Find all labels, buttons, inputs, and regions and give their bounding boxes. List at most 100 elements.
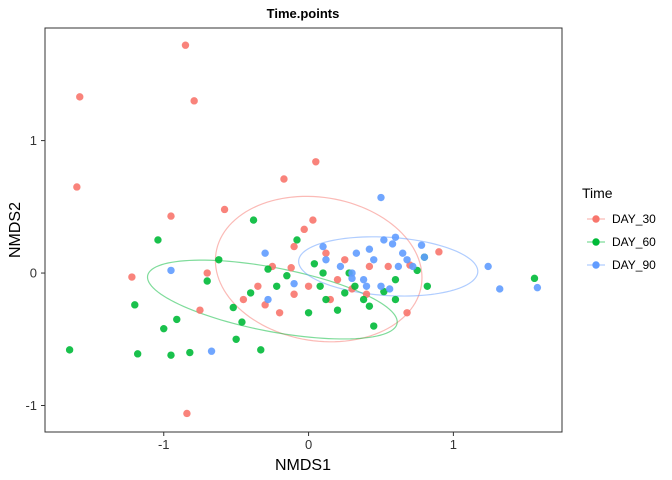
- point-day-60: [167, 351, 175, 359]
- point-day-30: [341, 256, 349, 264]
- legend: Time DAY_30 DAY_60 DAY_90: [582, 185, 656, 272]
- point-day-30: [287, 264, 295, 272]
- ellipse-day-90: [298, 236, 479, 297]
- y-tick-label: 1: [30, 133, 37, 148]
- point-day-90: [348, 274, 356, 283]
- point-day-60: [316, 282, 324, 290]
- legend-key-point-day-90: [592, 261, 600, 269]
- point-day-30: [304, 282, 313, 290]
- point-day-90: [420, 253, 429, 261]
- point-day-90: [403, 256, 411, 264]
- point-day-60: [203, 277, 211, 285]
- point-day-60: [293, 236, 301, 244]
- legend-key-point-day-60: [592, 238, 600, 246]
- point-day-60: [310, 260, 319, 268]
- point-day-60: [186, 348, 194, 357]
- point-day-90: [370, 256, 378, 264]
- legend-label-day-60: DAY_60: [612, 235, 656, 249]
- point-day-30: [220, 205, 229, 214]
- y-tick-label: 0: [30, 266, 37, 281]
- point-day-60: [341, 289, 349, 297]
- point-day-90: [352, 249, 361, 257]
- point-day-60: [351, 282, 359, 290]
- point-day-60: [215, 256, 223, 264]
- point-day-30: [280, 175, 288, 183]
- point-day-60: [154, 236, 162, 244]
- point-day-90: [417, 241, 426, 249]
- point-day-90: [380, 236, 388, 244]
- point-day-90: [496, 285, 504, 293]
- legend-label-day-90: DAY_90: [612, 258, 656, 272]
- point-day-90: [290, 279, 298, 288]
- point-day-30: [309, 216, 317, 224]
- point-day-60: [257, 346, 265, 354]
- legend-label-day-30: DAY_30: [612, 212, 656, 226]
- point-day-90: [322, 256, 330, 264]
- y-tick-label: -1: [25, 398, 37, 413]
- point-day-30: [322, 249, 330, 257]
- point-day-30: [190, 97, 198, 105]
- point-day-60: [229, 303, 237, 312]
- point-day-60: [160, 324, 168, 333]
- point-day-60: [264, 265, 272, 273]
- point-day-90: [261, 249, 269, 257]
- point-day-60: [391, 295, 400, 304]
- point-day-30: [403, 309, 411, 317]
- data-points: [65, 41, 542, 418]
- point-day-30: [365, 262, 374, 271]
- point-day-90: [385, 285, 394, 293]
- legend-title: Time: [582, 185, 613, 201]
- chart-title: Time.points: [267, 6, 340, 21]
- point-day-60: [133, 350, 142, 358]
- point-day-30: [254, 282, 262, 290]
- point-day-30: [76, 93, 84, 101]
- point-day-90: [399, 249, 407, 257]
- ellipse-day-60: [146, 259, 398, 340]
- point-day-60: [65, 346, 74, 354]
- point-day-60: [322, 295, 330, 304]
- x-tick-label: 0: [305, 437, 312, 452]
- point-day-30: [239, 295, 248, 304]
- point-day-30: [203, 269, 211, 277]
- y-axis-title: NMDS2: [7, 202, 24, 258]
- point-day-90: [377, 193, 385, 202]
- point-day-60: [249, 216, 258, 224]
- x-axis-ticks: -1 0 1: [158, 432, 457, 452]
- point-day-60: [423, 282, 432, 290]
- point-day-60: [370, 322, 378, 330]
- point-day-90: [388, 240, 397, 248]
- point-day-90: [377, 282, 385, 290]
- point-day-90: [533, 283, 542, 292]
- point-day-30: [181, 41, 190, 49]
- point-day-60: [333, 306, 342, 314]
- point-day-30: [300, 225, 308, 234]
- point-day-30: [333, 275, 342, 284]
- point-day-60: [319, 269, 327, 277]
- point-day-90: [359, 275, 368, 284]
- point-day-90: [391, 233, 400, 241]
- legend-key-point-day-30: [592, 215, 600, 223]
- point-day-90: [336, 262, 345, 271]
- point-day-30: [196, 306, 204, 314]
- point-day-90: [167, 266, 175, 275]
- point-day-30: [435, 248, 443, 256]
- point-day-90: [348, 269, 356, 277]
- point-day-60: [391, 275, 400, 284]
- point-day-60: [365, 302, 374, 310]
- point-day-30: [183, 409, 191, 418]
- point-day-30: [73, 183, 81, 191]
- confidence-ellipses: [146, 195, 479, 343]
- point-day-90: [362, 282, 371, 290]
- point-day-90: [484, 262, 492, 271]
- point-day-60: [131, 301, 139, 309]
- point-day-30: [167, 212, 175, 220]
- point-day-60: [530, 274, 539, 283]
- point-day-30: [290, 290, 298, 298]
- point-day-30: [312, 158, 320, 166]
- x-tick-label: 1: [450, 437, 457, 452]
- point-day-60: [232, 335, 240, 343]
- x-axis-title: NMDS1: [275, 457, 331, 474]
- point-day-60: [246, 289, 255, 297]
- point-day-90: [394, 262, 403, 271]
